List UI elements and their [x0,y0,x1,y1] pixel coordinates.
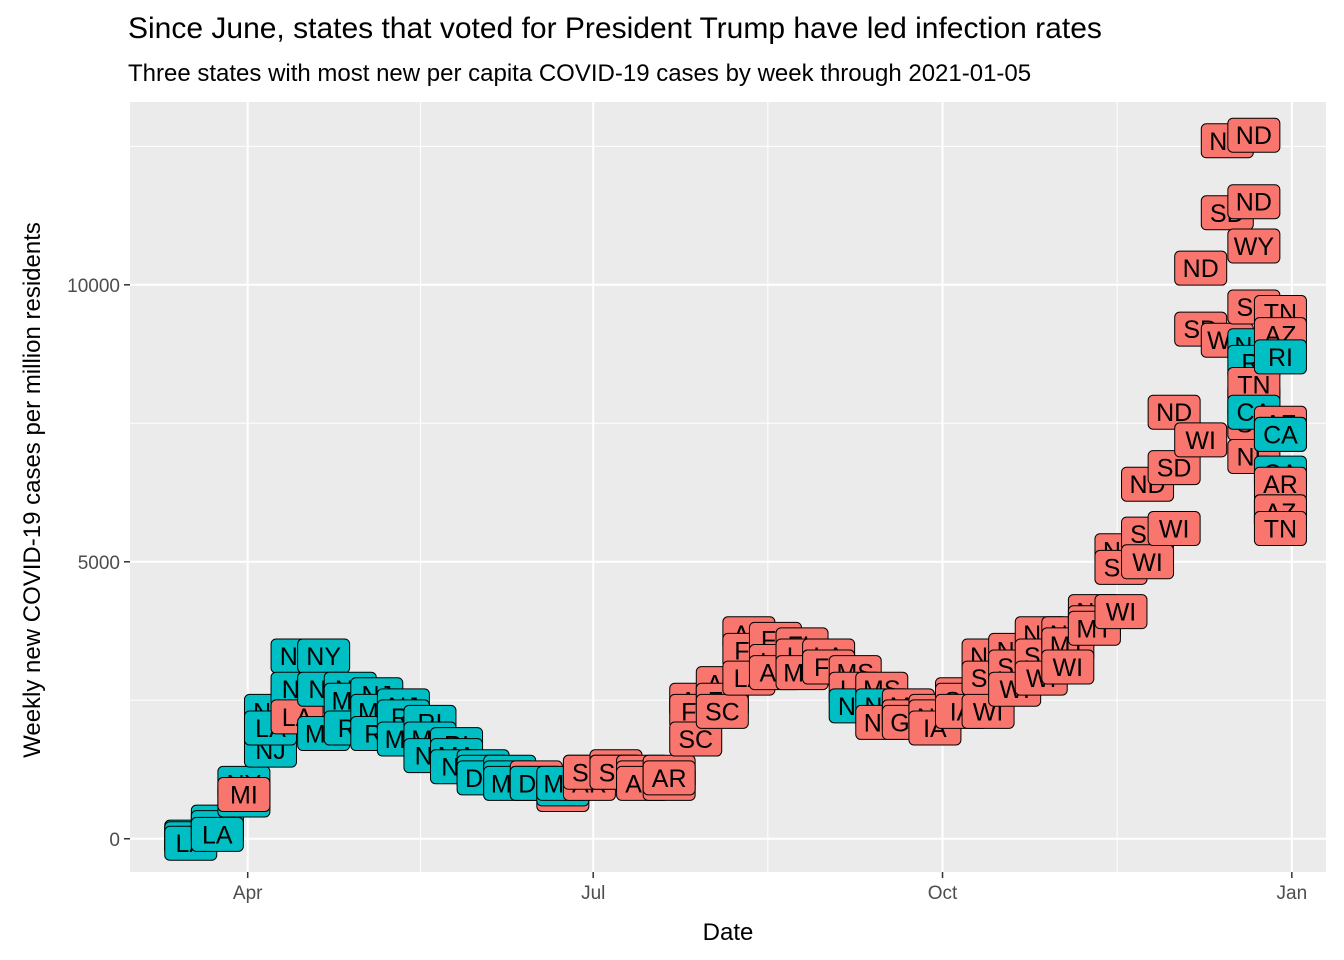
point-state-label: SC [705,698,740,726]
y-tick-label: 5000 [78,553,120,574]
state-label-point: SD [1147,450,1201,486]
point-box [1253,339,1307,375]
point-state-label: ND [1183,255,1219,283]
point-box [1147,450,1201,486]
state-label-point: WI [1147,511,1201,547]
point-state-label: WI [1132,549,1163,577]
state-label-point: WI [1041,649,1095,685]
point-state-label: RI [1268,344,1293,372]
point-box [1147,511,1201,547]
point-box [1174,422,1228,458]
point-state-label: AR [652,765,687,793]
x-tick-label: Oct [928,883,958,904]
point-state-label: WI [1106,599,1137,627]
chart-title: Since June, states that voted for Presid… [128,12,1102,45]
state-label-point: ND [1227,184,1281,220]
point-state-label: WI [1159,516,1190,544]
point-state-label: WY [1234,233,1275,261]
x-axis: Apr Jul Oct Jan [233,872,1307,904]
state-label-point: TN [1253,511,1307,547]
x-tick-label: Jan [1277,883,1308,904]
point-state-label: TN [1264,516,1297,544]
point-box [1227,228,1281,264]
point-state-label: WI [1053,654,1084,682]
point-box [669,721,723,757]
state-label-point: NY [297,638,351,674]
point-box [217,776,271,812]
state-label-point: LA [190,816,244,852]
state-label-point: RI [1253,339,1307,375]
state-label-point: ND [1174,250,1228,286]
point-state-label: NY [306,643,341,671]
point-box [642,760,696,796]
point-box [695,693,749,729]
point-state-label: LA [202,821,233,849]
state-label-point: MI [217,776,271,812]
point-box [1121,544,1175,580]
point-state-label: MI [230,781,258,809]
state-label-point: WI [1121,544,1175,580]
point-state-label: SD [1157,455,1192,483]
point-box [1041,649,1095,685]
state-label-point: WI [1174,422,1228,458]
point-box [1094,594,1148,630]
state-label-point: WI [1094,594,1148,630]
state-label-point: SC [695,693,749,729]
point-box [1174,250,1228,286]
state-label-point: AR [642,760,696,796]
point-box [1227,184,1281,220]
point-state-label: CA [1263,421,1298,449]
point-box [190,816,244,852]
point-box [1227,117,1281,153]
x-tick-label: Apr [233,883,263,904]
state-label-point: CA [1253,416,1307,452]
point-state-label: SC [678,726,713,754]
point-box [1253,416,1307,452]
point-state-label: WI [1185,427,1216,455]
y-axis: 0 5000 10000 [67,276,130,851]
y-tick-label: 0 [109,830,120,851]
chart-subtitle: Three states with most new per capita CO… [128,60,1032,87]
point-state-label: ND [1236,189,1272,217]
point-box [1147,394,1201,430]
state-label-point: SC [669,721,723,757]
state-label-point: WY [1227,228,1281,264]
x-tick-label: Jul [581,883,605,904]
y-tick-label: 10000 [67,276,120,297]
point-box [1253,511,1307,547]
point-state-label: ND [1236,122,1272,150]
state-label-point: ND [1227,117,1281,153]
y-axis-label: Weekly new COVID-19 cases per million re… [19,222,46,758]
x-axis-label: Date [703,919,754,946]
data-labels: WANYLANYNJLANYNJMINYNJLANYNJLANYNJMANJMA… [164,117,1307,861]
